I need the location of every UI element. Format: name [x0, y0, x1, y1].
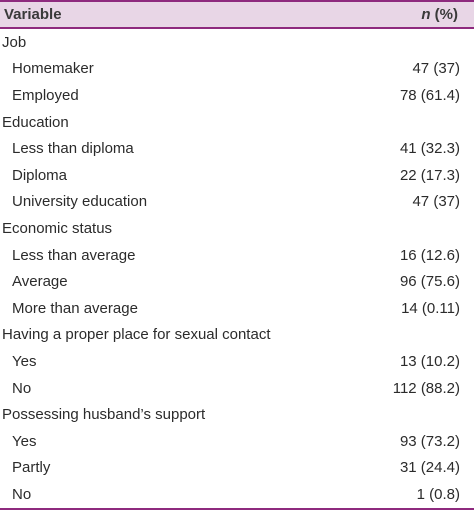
table-row: Average 96 (75.6) [0, 268, 474, 295]
table-body: Job Homemaker 47 (37) Employed 78 (61.4) Educ… [0, 29, 474, 508]
row-value: 96 (75.6) [399, 273, 460, 291]
header-n-percent: n (%) [421, 6, 458, 23]
row-value: 31 (24.4) [399, 459, 460, 477]
table-row: Yes 93 (73.2) [0, 428, 474, 455]
table-row: No 1 (0.8) [0, 481, 474, 508]
header-percent: (%) [430, 6, 458, 23]
table-row: More than average 14 (0.11) [0, 295, 474, 322]
header-variable: Variable [4, 6, 62, 23]
row-value: 93 (73.2) [399, 432, 460, 450]
category-label: Having a proper place for sexual contact [2, 326, 271, 344]
row-value: 47 (37) [412, 60, 460, 78]
category-row: Possessing husband’s support [0, 401, 474, 428]
table-header: Variable n (%) [0, 0, 474, 29]
table-row: University education 47 (37) [0, 189, 474, 216]
category-label: Education [2, 113, 69, 131]
row-label: Partly [12, 459, 51, 477]
category-row: Having a proper place for sexual contact [0, 322, 474, 349]
table-row: No 112 (88.2) [0, 375, 474, 402]
row-value: 14 (0.11) [401, 299, 460, 317]
table-row: Yes 13 (10.2) [0, 348, 474, 375]
category-label: Economic status [2, 219, 113, 237]
row-label: No [12, 485, 32, 503]
row-value: 112 (88.2) [392, 379, 460, 397]
row-value: 41 (32.3) [399, 140, 460, 158]
table-row: Less than diploma 41 (32.3) [0, 135, 474, 162]
row-label: Diploma [12, 166, 68, 184]
category-row: Education [0, 109, 474, 136]
table-row: Diploma 22 (17.3) [0, 162, 474, 189]
row-value: 16 (12.6) [399, 246, 460, 264]
category-row: Economic status [0, 215, 474, 242]
row-label: Homemaker [12, 60, 94, 78]
row-label: More than average [12, 299, 138, 317]
table-row: Employed 78 (61.4) [0, 82, 474, 109]
row-label: Yes [12, 352, 37, 370]
category-row: Job [0, 29, 474, 56]
row-value: 78 (61.4) [399, 86, 460, 104]
row-value: 1 (0.8) [416, 485, 460, 503]
category-label: Job [2, 33, 27, 51]
row-label: Yes [12, 432, 37, 450]
row-label: No [12, 379, 32, 397]
row-label: Less than diploma [12, 140, 134, 158]
row-value: 47 (37) [412, 193, 460, 211]
table-row: Homemaker 47 (37) [0, 56, 474, 83]
category-label: Possessing husband’s support [2, 406, 206, 424]
row-value: 13 (10.2) [399, 352, 460, 370]
row-label: Less than average [12, 246, 136, 264]
row-label: Employed [12, 86, 79, 104]
bottom-rule [0, 507, 474, 510]
row-label: University education [12, 193, 148, 211]
row-label: Average [12, 273, 68, 291]
table-row: Partly 31 (24.4) [0, 455, 474, 482]
header-n: n [421, 6, 431, 23]
row-value: 22 (17.3) [399, 166, 460, 184]
table-row: Less than average 16 (12.6) [0, 242, 474, 269]
